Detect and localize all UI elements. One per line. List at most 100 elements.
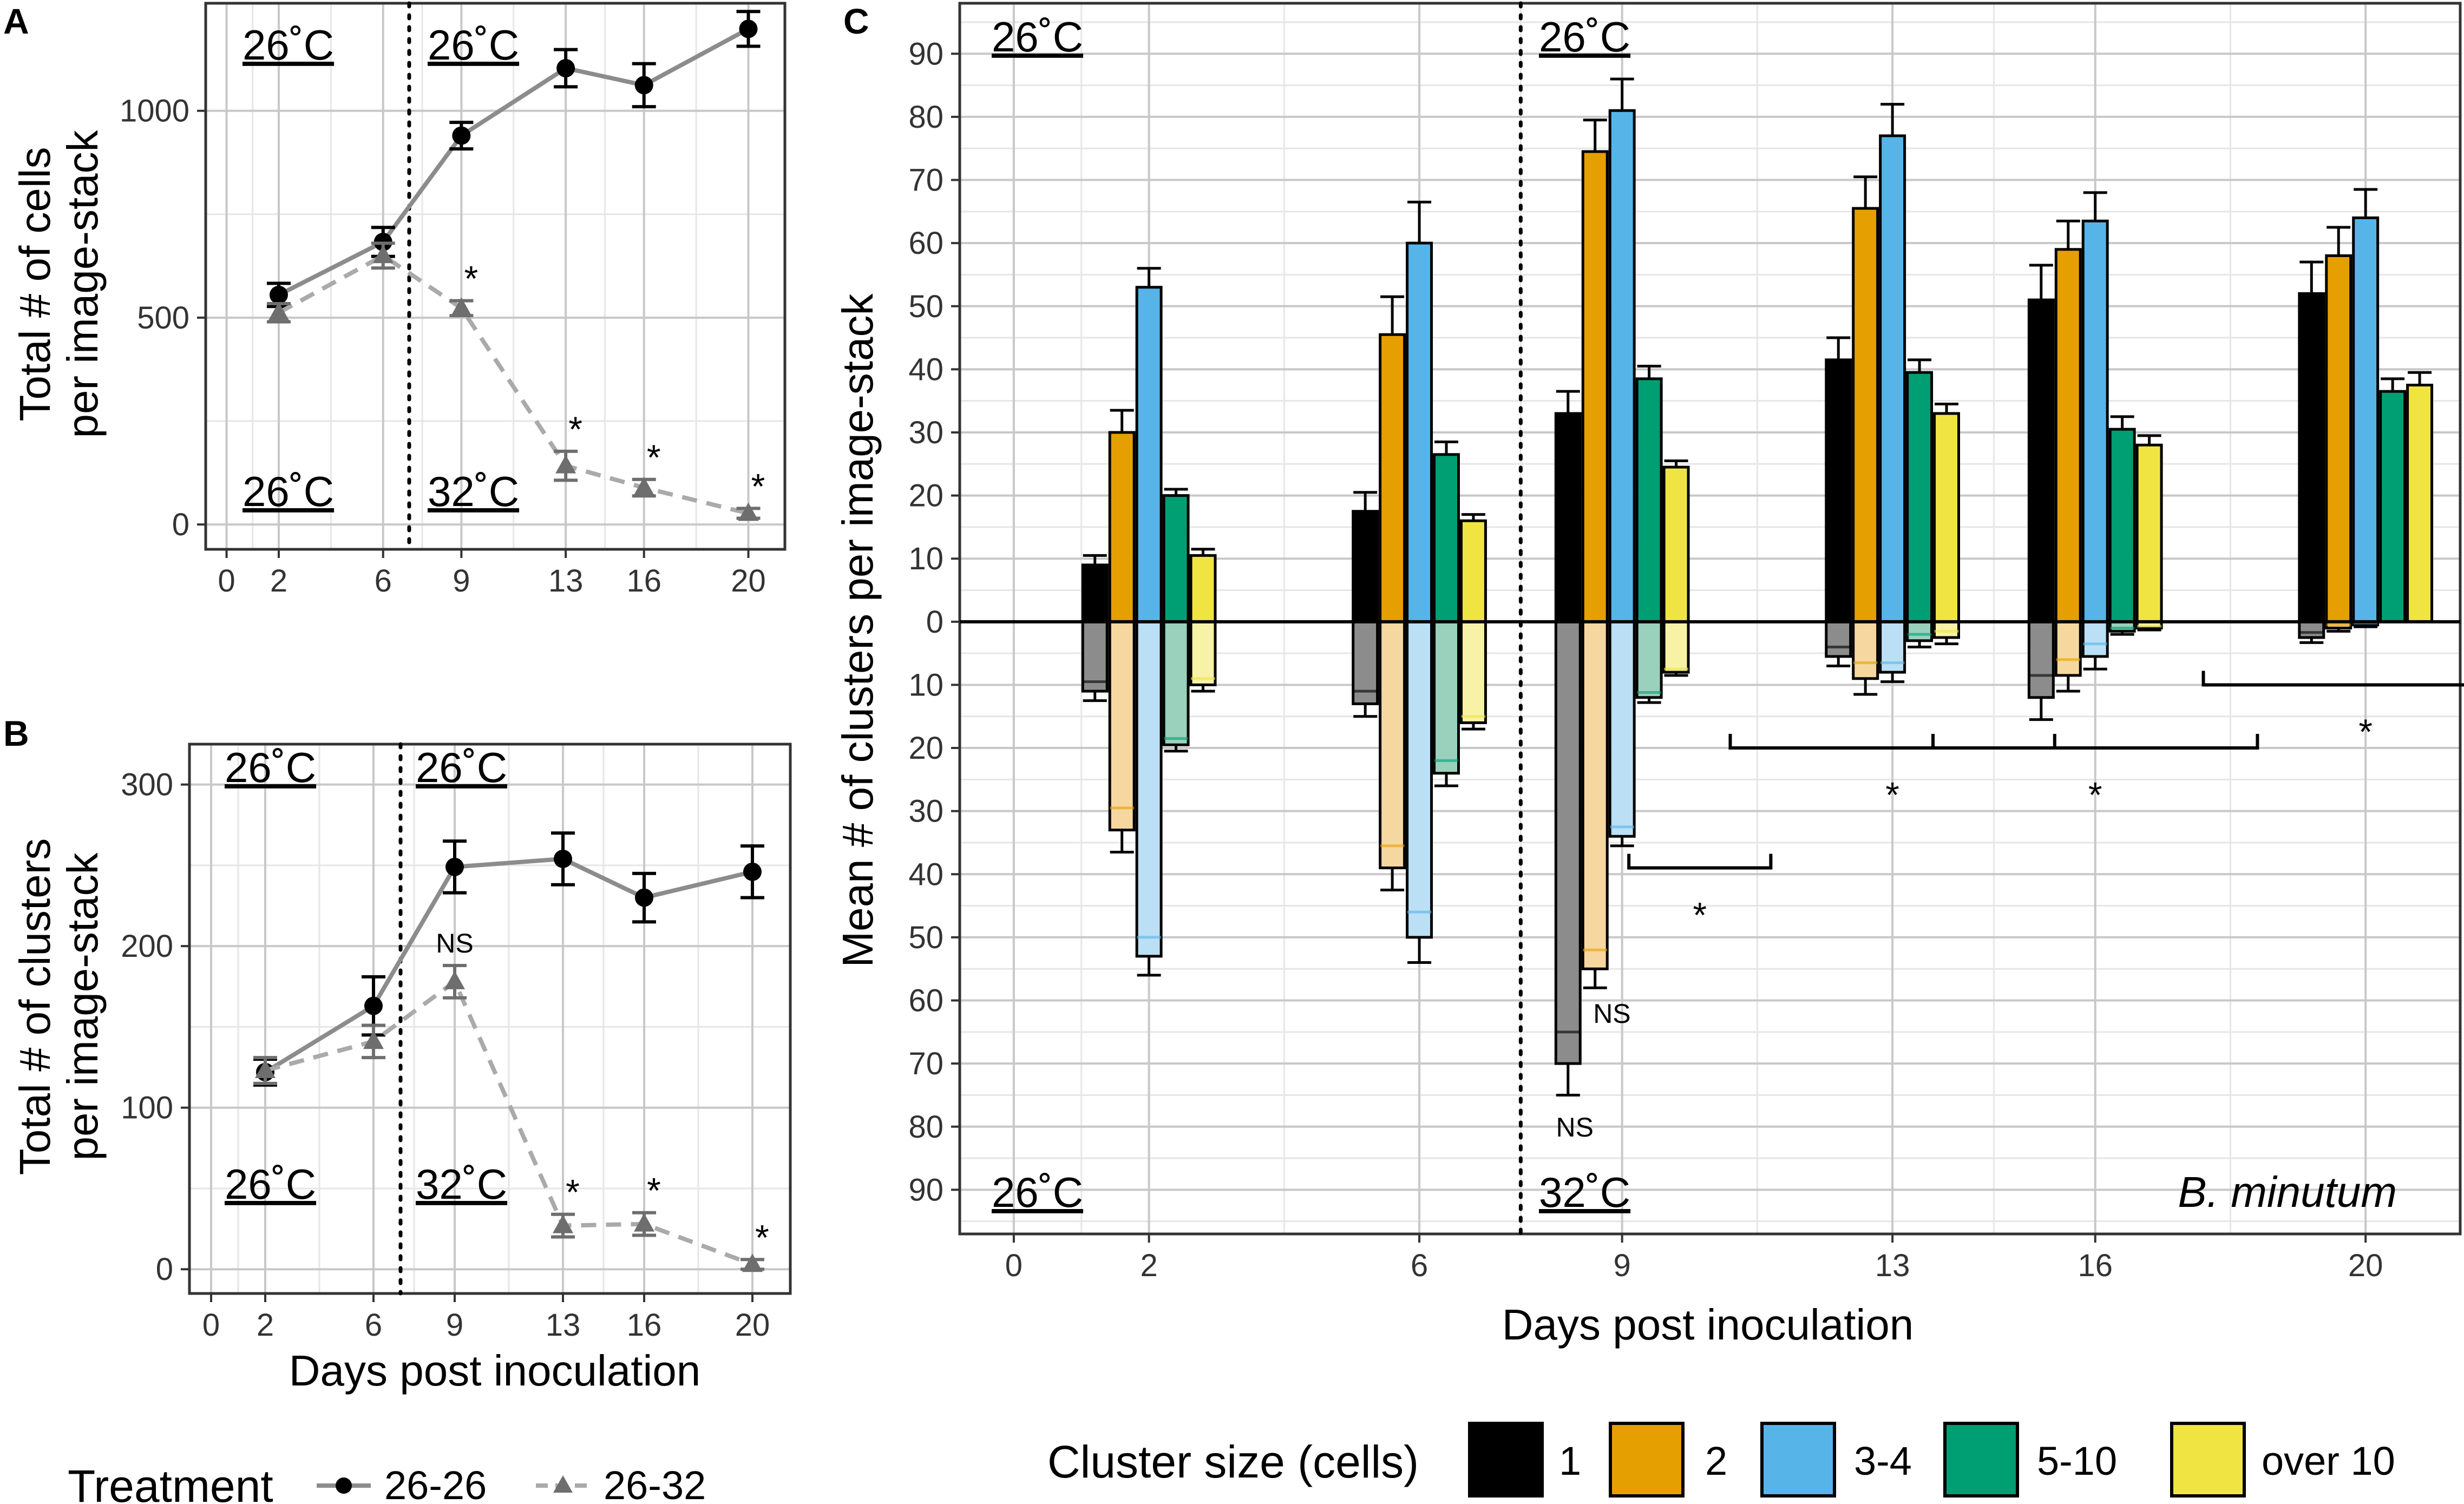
legend-label-2: 2 [1705, 1439, 1727, 1483]
bar-2632-day2-size-over-10 [1189, 620, 1217, 686]
bar-2626-day16-size-2 [2054, 248, 2082, 623]
panel-a-xtick-label: 20 [731, 563, 766, 599]
panel-b-xtick-label: 0 [202, 1308, 220, 1343]
panel-b-point-2632 [742, 1253, 763, 1272]
bar-2632-day2-size-5-10 [1162, 620, 1190, 746]
panel-c-ylabel: Mean # of clusters per image-stack [834, 293, 882, 968]
panel-b-xtick-label: 6 [365, 1308, 382, 1343]
panel-b-xtick-label: 16 [627, 1308, 662, 1343]
bar-2626-day13-size-5-10 [1906, 371, 1934, 623]
significance-bracket [1728, 734, 2056, 750]
panel-c-label: C [843, 1, 869, 41]
panel-c-ytick-label: 60 [908, 226, 943, 261]
panel-a-point-2626 [452, 126, 471, 145]
legend-swatch-1 [1468, 1422, 1544, 1498]
bar-2632-day9-size-over-10 [1662, 620, 1690, 674]
panel-b-marks: NS * * * [253, 742, 769, 1296]
panel-a-temp-top-left: 26˚C [243, 21, 334, 69]
panel-c-ytick-label: 60 [908, 983, 943, 1019]
bar-2632-day9-size-1 [1554, 620, 1582, 1065]
panel-b-ylabel-line2: per image-stack [58, 852, 107, 1160]
bar-2632-day13-size-1 [1825, 620, 1852, 658]
panel-c-ytick-label: 90 [908, 36, 943, 71]
panel-c-ytick-label: 10 [908, 667, 943, 702]
panel-c-ytick-label: 40 [908, 857, 943, 892]
bar-2632-day20-size-1 [2298, 620, 2325, 639]
panel-b-xtick-label: 2 [257, 1308, 274, 1343]
panel-b-point-2626 [364, 996, 383, 1015]
panel-c-annotation: * [1693, 895, 1707, 935]
panel-c-xtick-label: 6 [1411, 1248, 1428, 1283]
legend-label-3-4: 3-4 [1854, 1439, 1912, 1483]
panel-b-temp-top-right: 26˚C [416, 744, 507, 791]
panel-a-xtick-label: 16 [626, 563, 661, 599]
bar-2626-day2-size-5-10 [1162, 494, 1190, 623]
legend-label-2632: 26-32 [604, 1463, 706, 1504]
bar-2626-day13-size-2 [1852, 207, 1879, 623]
bar-2632-day13-size-over-10 [1933, 620, 1961, 639]
panel-a-point-2632 [451, 297, 472, 316]
bar-2626-day2-size-2 [1108, 431, 1136, 623]
panel-b-temp-bottom-left: 26˚C [225, 1160, 316, 1208]
treatment-legend: Treatment 26-26 26-32 [68, 1461, 706, 1504]
bar-2626-day9-size-2 [1581, 150, 1609, 623]
panel-c-xtick-label: 20 [2348, 1248, 2383, 1283]
panel-a-xtick-label: 6 [375, 563, 392, 599]
bar-2626-day20-size-1 [2298, 292, 2325, 623]
panel-b-point-2632 [255, 1060, 276, 1079]
panel-c-ytick-label: 70 [908, 163, 943, 198]
bar-2626-day9-size-over-10 [1662, 465, 1690, 623]
bar-2626-day9-size-3-4 [1608, 109, 1636, 623]
panel-c-temp-top-left: 26˚C [992, 13, 1083, 61]
panel-a-point-2632 [372, 245, 394, 264]
panel-c: C 0 2 6 9 13 16 20 90 80 70 60 50 40 30 20 10 0 10 20 30 40 5… [834, 1, 2464, 1349]
panel-c-annotation: * [2088, 775, 2102, 815]
panel-a-series-26-32-line [278, 253, 749, 516]
significance-bracket [2201, 671, 2464, 687]
bar-2626-day20-size-5-10 [2379, 390, 2407, 623]
panel-c-ytick-label: 30 [908, 794, 943, 829]
panel-c-xtick-label: 16 [2078, 1248, 2113, 1283]
panel-a-marks: * * * * [266, 1, 765, 551]
legend-swatch-3-4 [1760, 1422, 1836, 1498]
bar-2632-day6-size-3-4 [1406, 620, 1433, 939]
bar-2632-day2-size-2 [1108, 620, 1136, 832]
cluster-legend-title: Cluster size (cells) [1047, 1436, 1419, 1487]
bar-2626-day6-size-5-10 [1433, 453, 1460, 623]
panel-a-temp-bottom-left: 26˚C [243, 468, 334, 515]
bar-2626-day9-size-1 [1554, 412, 1582, 623]
bar-2632-day13-size-3-4 [1879, 620, 1906, 674]
panel-a-xtick-label: 13 [548, 563, 584, 599]
panel-b-point-2632 [363, 1030, 384, 1049]
panel-b-xtick-label: 20 [735, 1308, 770, 1343]
panel-c-ytick-label: 10 [908, 541, 943, 576]
panel-a-xtick-label: 2 [270, 563, 287, 599]
panel-b-point-2632 [553, 1214, 573, 1233]
panel-a-plot-bg [206, 3, 785, 549]
legend-label-5-10: 5-10 [2037, 1439, 2117, 1483]
panel-c-ytick-label: 80 [908, 100, 943, 135]
panel-c-organism: B. minutum [2178, 1168, 2397, 1216]
bar-2626-day16-size-1 [2027, 298, 2055, 623]
panel-a-sig-label: * [647, 437, 661, 477]
bar-2626-day6-size-2 [1379, 333, 1406, 623]
bar-2626-day13-size-3-4 [1879, 134, 1906, 623]
panel-a-ytick-label: 0 [172, 507, 189, 542]
panel-a-temp-bottom-right: 32˚C [428, 468, 519, 515]
panel-c-xtick-label: 13 [1875, 1248, 1910, 1283]
panel-a-ytick-label: 500 [137, 300, 189, 336]
panel-c-annotation: * [2358, 712, 2373, 752]
panel-c-ytick-label: 40 [908, 352, 943, 387]
legend-marker-2626 [336, 1477, 352, 1494]
significance-bracket [1627, 853, 1773, 870]
bar-2626-day13-size-1 [1825, 358, 1852, 623]
bar-2626-day6-size-1 [1352, 510, 1379, 623]
panel-b-ytick-label: 200 [121, 929, 173, 964]
panel-c-ytick-label: 20 [908, 731, 943, 766]
panel-a-sig-label: * [751, 466, 765, 506]
panel-c-temp-bottom-left: 26˚C [992, 1168, 1083, 1216]
panel-c-xtick-label: 2 [1140, 1248, 1157, 1283]
panel-c-temp-bottom-right: 32˚C [1539, 1168, 1630, 1216]
